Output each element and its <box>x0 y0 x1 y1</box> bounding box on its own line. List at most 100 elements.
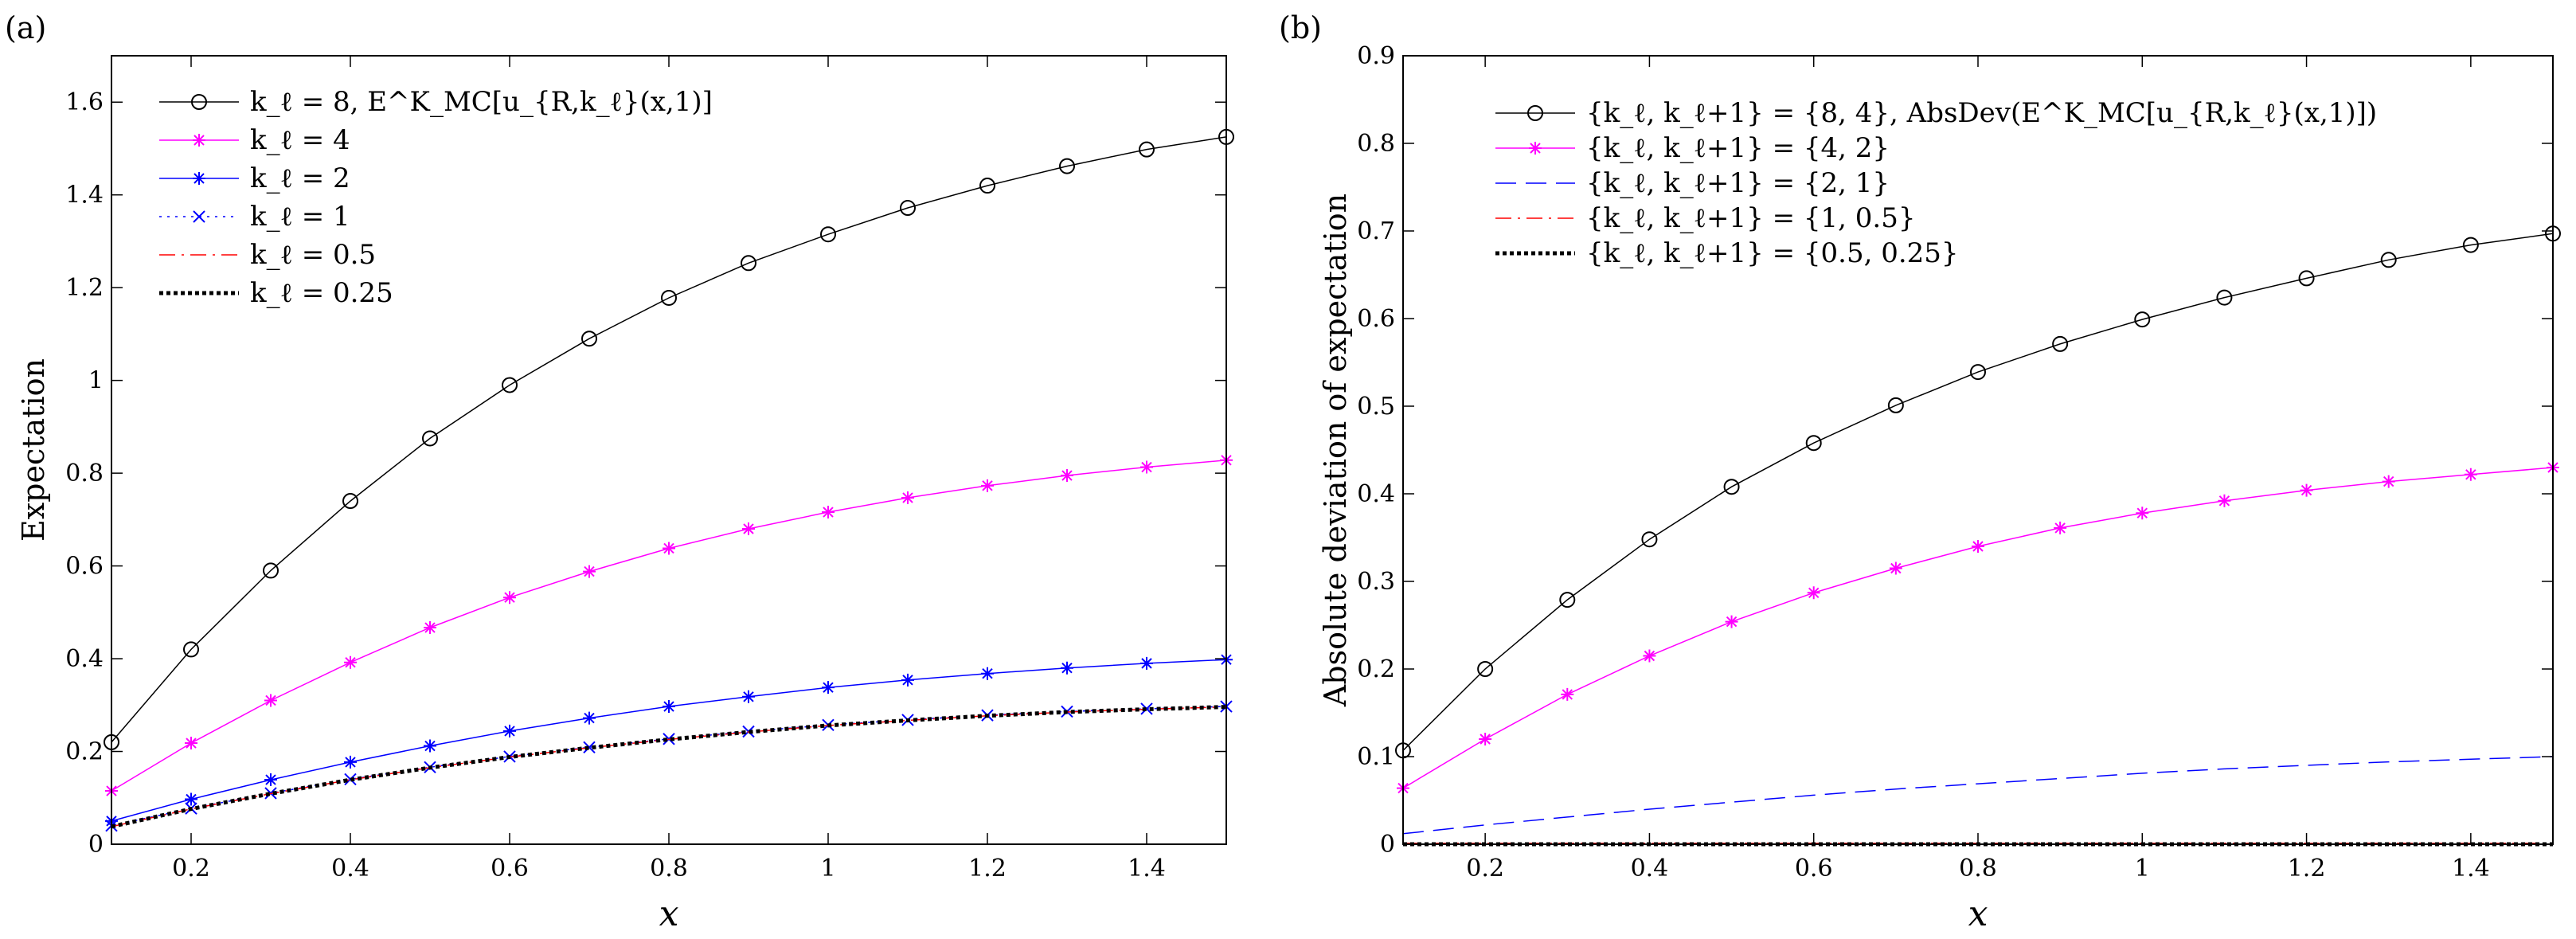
x-tick-label: 0.2 <box>172 855 210 882</box>
data-point <box>663 700 675 714</box>
data-point <box>900 200 916 217</box>
data-point <box>424 739 436 753</box>
data-point <box>2462 237 2479 253</box>
legend-label-5: k_ℓ = 0.25 <box>250 277 393 309</box>
legend-label-0: {k_ℓ, k_ℓ+1} = {8, 4}, AbsDev(E^K_MC[u_{… <box>1586 97 2377 129</box>
y-tick-label: 1.4 <box>65 182 104 209</box>
data-point <box>1477 661 1494 677</box>
legend-marker-0 <box>191 94 207 110</box>
legend-label-2: k_ℓ = 2 <box>250 162 350 194</box>
chart-panel-b: (b) 0 0.1 0.2 0.3 0.4 0.5 0.6 0.7 0.8 0.9 0.2 0.4 0.… <box>1279 10 2561 934</box>
data-point <box>822 506 835 519</box>
y-tick-label: 0.7 <box>1357 217 1395 245</box>
y-tick-label: 0.6 <box>1357 305 1395 333</box>
data-point <box>2464 468 2477 481</box>
legend-label-1: k_ℓ = 4 <box>250 124 350 156</box>
data-point <box>663 542 675 555</box>
x-tick-label: 0.4 <box>331 855 369 882</box>
data-point <box>2298 270 2315 287</box>
data-point <box>1479 733 1492 745</box>
y-tick-label: 0.4 <box>65 645 104 673</box>
data-point <box>264 773 277 787</box>
data-point <box>2382 475 2395 488</box>
data-point <box>1805 435 1822 452</box>
data-point <box>1889 561 1902 575</box>
series-line-3 <box>111 706 1227 827</box>
data-point <box>344 655 357 669</box>
data-point <box>344 755 357 769</box>
data-point <box>2380 252 2397 268</box>
data-point <box>1561 687 1574 701</box>
x-tick-label: 1 <box>2135 855 2150 882</box>
series-line-0 <box>1402 233 2554 751</box>
data-point <box>424 621 436 635</box>
legend-label-2: {k_ℓ, k_ℓ+1} = {2, 1} <box>1586 167 1890 199</box>
data-point <box>2136 507 2149 520</box>
data-point <box>1807 586 1820 600</box>
x-tick-label: 1.2 <box>2288 855 2326 882</box>
data-point <box>2134 311 2151 328</box>
data-point <box>422 430 438 447</box>
data-point <box>503 591 516 604</box>
legend-a: k_ℓ = 8, E^K_MC[u_{R,k_ℓ}(x,1)] k_ℓ = 4 k_… <box>159 86 713 309</box>
y-tick-label: 0.8 <box>1357 130 1395 158</box>
data-point <box>981 667 994 680</box>
data-point <box>1059 158 1075 174</box>
x-tick-label: 0.8 <box>1959 855 1997 882</box>
data-point <box>263 562 279 579</box>
data-point <box>2218 494 2231 507</box>
x-tick-label: 0.2 <box>1466 855 1504 882</box>
data-point <box>502 377 518 393</box>
series-line-1 <box>1402 467 2554 789</box>
data-point <box>1140 460 1153 474</box>
data-point <box>264 694 277 707</box>
data-point <box>1061 661 1073 675</box>
data-point <box>344 773 357 786</box>
x-tick-label: 0.6 <box>491 855 529 882</box>
legend-label-3: k_ℓ = 1 <box>250 201 350 233</box>
y-tick-label: 1.2 <box>65 274 104 302</box>
data-point <box>742 522 755 535</box>
data-point <box>1139 141 1155 158</box>
y-tick-label: 0.1 <box>1357 743 1395 771</box>
y-tick-label: 0.5 <box>1357 393 1395 421</box>
data-point <box>583 711 596 725</box>
data-point <box>185 737 197 750</box>
legend-marker-1 <box>193 134 205 147</box>
x-tick-label: 1.4 <box>1128 855 1166 882</box>
legend-marker-1 <box>1529 142 1542 155</box>
data-point <box>1559 592 1576 608</box>
data-point <box>185 792 197 806</box>
data-point <box>742 690 755 703</box>
x-tick-label: 0.4 <box>1631 855 1669 882</box>
data-point <box>1725 615 1738 628</box>
legend-label-3: {k_ℓ, k_ℓ+1} = {1, 0.5} <box>1586 202 1915 234</box>
data-point <box>1723 479 1740 495</box>
x-tick-label: 1.4 <box>2452 855 2490 882</box>
data-point <box>2300 483 2313 497</box>
x-tick-label: 1.2 <box>968 855 1007 882</box>
series-line-2 <box>111 659 1227 822</box>
data-point <box>1970 364 1986 381</box>
x-axis-label-a: x <box>659 894 679 934</box>
y-tick-label: 0 <box>88 831 104 859</box>
legend-label-1: {k_ℓ, k_ℓ+1} = {4, 2} <box>1586 132 1890 164</box>
data-point <box>1972 540 1984 553</box>
legend-label-4: {k_ℓ, k_ℓ+1} = {0.5, 0.25} <box>1586 237 1959 269</box>
chart-panel-a: (a) 0 0.2 0.4 0.6 0.8 1 1.2 1.4 1.6 0.2 0.4 0.6 0.8 1… <box>5 10 1234 934</box>
y-tick-label: 0 <box>1380 831 1395 859</box>
data-point <box>183 641 199 658</box>
y-tick-label: 0.2 <box>65 738 104 766</box>
series-line-5 <box>111 705 1227 829</box>
legend-marker-3 <box>193 210 205 223</box>
y-tick-label: 0.3 <box>1357 568 1395 596</box>
y-tick-label: 1.6 <box>65 88 104 116</box>
y-tick-label: 0.2 <box>1357 655 1395 683</box>
data-point <box>1140 702 1153 715</box>
data-point <box>583 565 596 578</box>
series-line-1 <box>111 460 1227 792</box>
series-line-2 <box>1402 756 2554 835</box>
series-line-0 <box>111 136 1227 743</box>
data-point <box>901 491 914 504</box>
x-tick-label: 0.8 <box>650 855 688 882</box>
